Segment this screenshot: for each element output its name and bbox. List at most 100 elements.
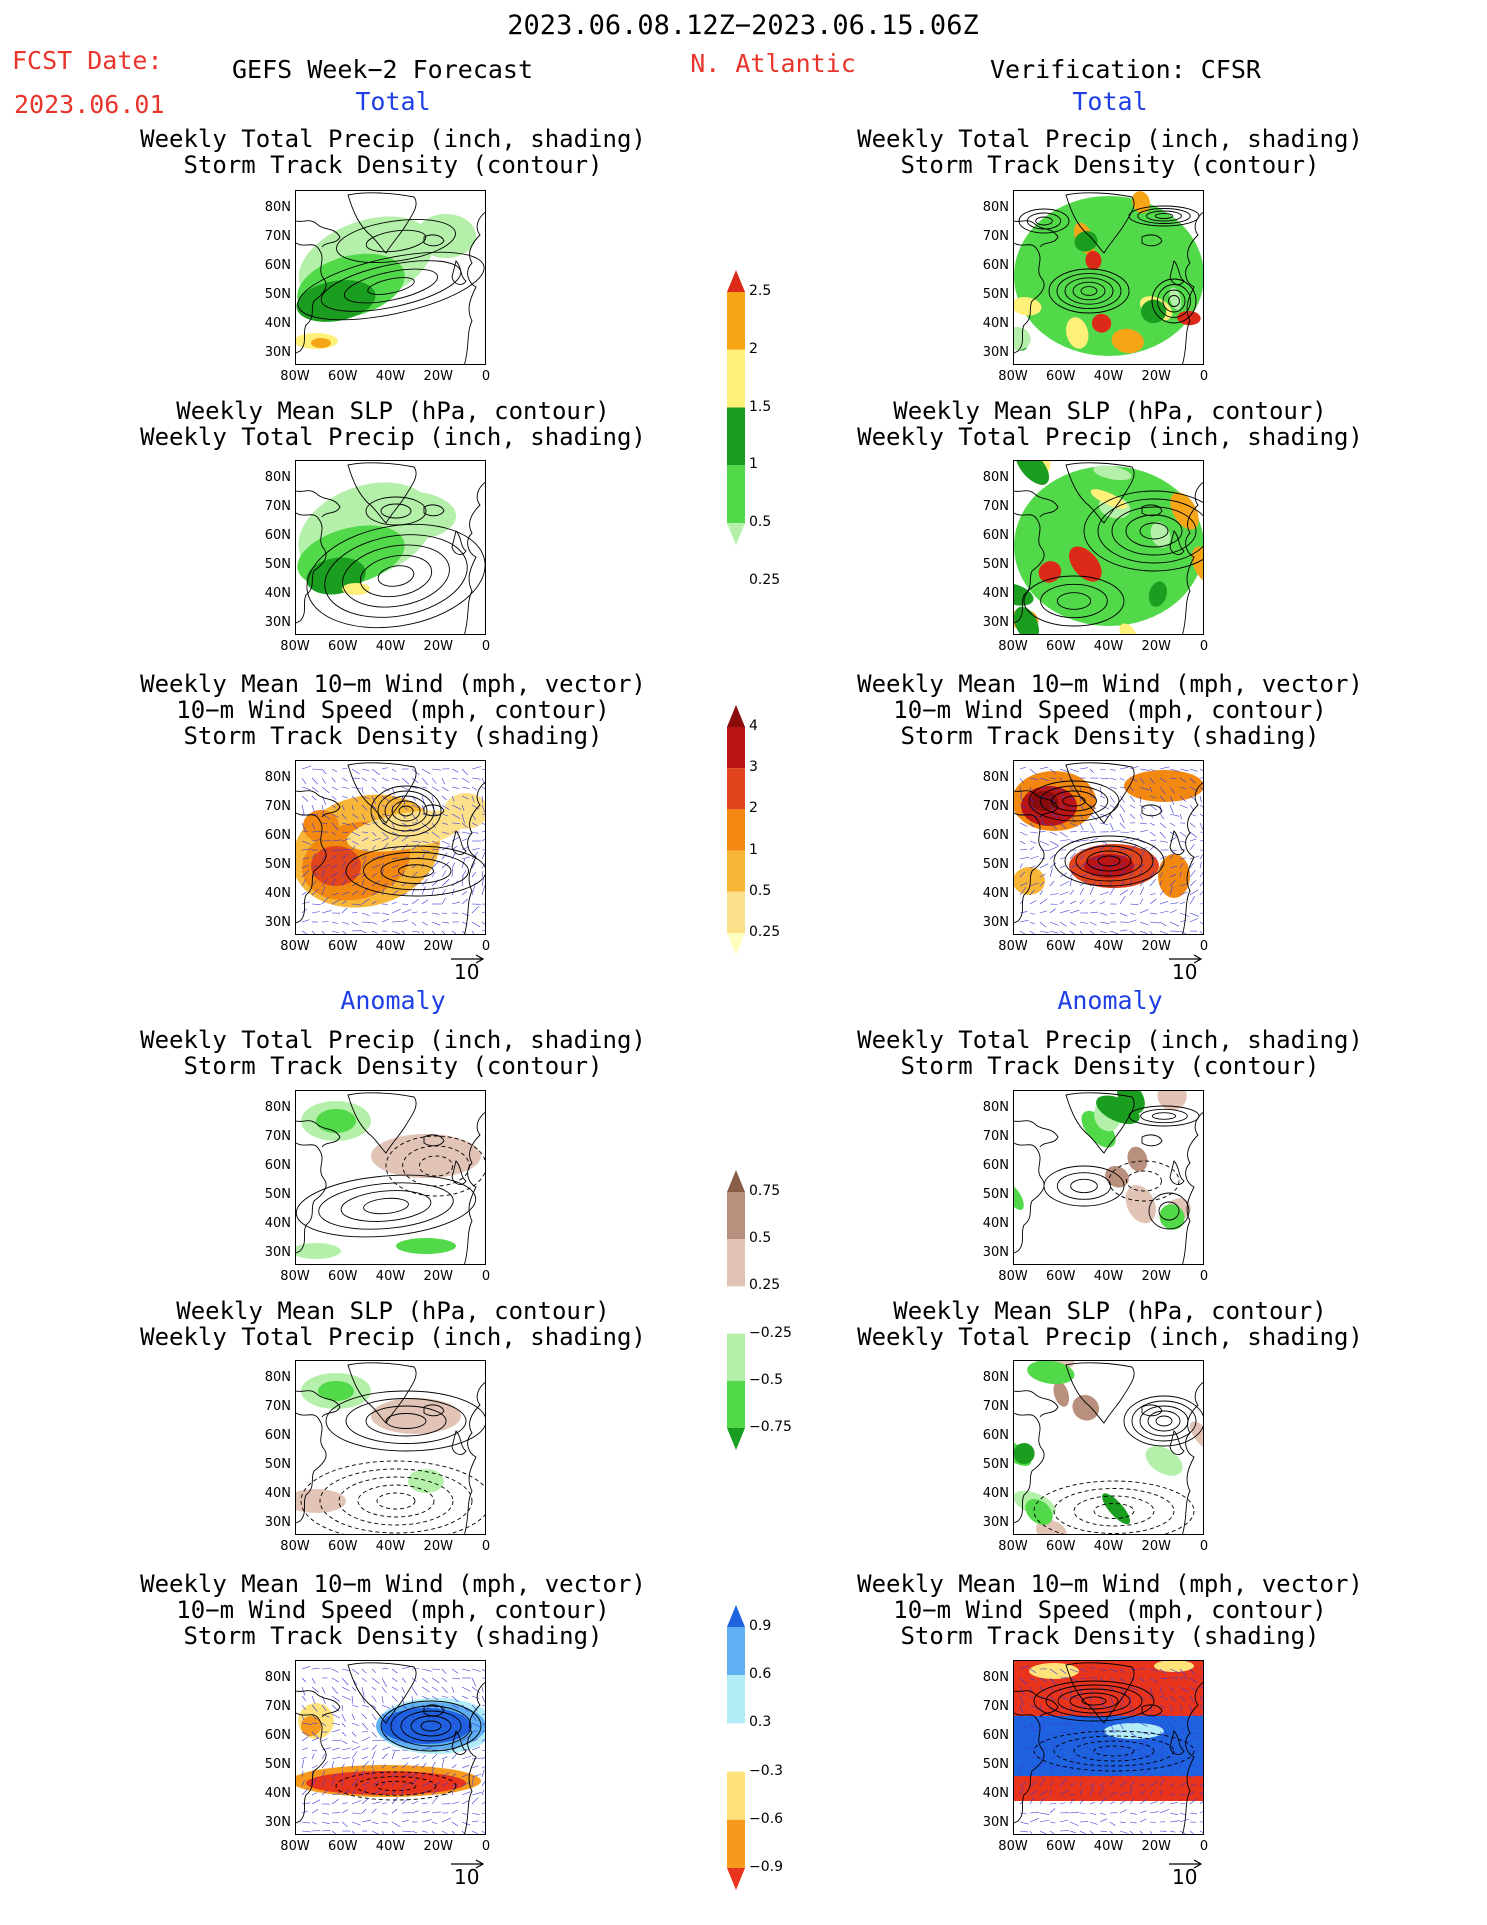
wind-vector [441, 1772, 450, 1778]
wind-vector [1179, 1695, 1186, 1702]
contour-line [1033, 1730, 1195, 1772]
wind-vector [1059, 1789, 1069, 1796]
wind-vector [301, 786, 311, 790]
wind-vector [371, 1731, 377, 1738]
wind-vector [311, 1737, 319, 1742]
greenland-coast [347, 462, 417, 524]
iceland-coast [423, 504, 445, 517]
wind-vector [421, 886, 426, 896]
wind-vector [1189, 862, 1194, 869]
wind-vector [1149, 930, 1153, 934]
wind-vector [1189, 912, 1199, 917]
wind-vector [471, 1792, 482, 1796]
wind-vector [341, 1686, 350, 1692]
wind-vector [1119, 795, 1125, 803]
wind-vector [1109, 886, 1115, 896]
lon-tick-label: 40W [375, 1539, 406, 1554]
lat-tick-label: 70N [982, 499, 1009, 514]
coastline [296, 490, 341, 518]
wind-vector [1109, 878, 1114, 887]
contour-line [1053, 835, 1165, 887]
wind-vector [1199, 822, 1203, 831]
wind-vector [1019, 863, 1023, 869]
wind-vector [1169, 831, 1178, 837]
wind-vector [441, 1695, 449, 1699]
wind-vector [1029, 1797, 1035, 1805]
wind-vector [351, 1778, 359, 1787]
wind-vector [471, 1695, 480, 1700]
wind-vector [391, 768, 397, 773]
wind-vector [421, 1668, 432, 1672]
lat-tick-label: 70N [264, 1129, 291, 1144]
wind-vector [421, 1704, 431, 1710]
wind-vector [1019, 1812, 1027, 1815]
shading-area [1189, 1421, 1203, 1453]
wind-vector [381, 1764, 386, 1769]
colorbar-segment [727, 1868, 745, 1890]
wind-vector [431, 1695, 438, 1701]
coastline [1014, 220, 1059, 248]
wind-vector [471, 1730, 478, 1733]
wind-vector [371, 768, 380, 776]
wind-vector [441, 1782, 449, 1787]
wind-vector [361, 1722, 369, 1731]
wind-vector [421, 849, 430, 853]
wind-vector [401, 1830, 412, 1833]
wind-vector [1129, 864, 1138, 869]
wind-vector [1089, 1812, 1097, 1816]
wind-vector [1039, 921, 1047, 928]
wind-vector [1109, 1738, 1115, 1742]
wind-vector [401, 893, 407, 896]
wind-vector [421, 1747, 432, 1751]
contour-line [1162, 289, 1186, 313]
wind-vector [351, 813, 359, 819]
lon-tick-label: 60W [1046, 1269, 1076, 1284]
wind-vector [331, 1695, 340, 1702]
wind-vector [421, 804, 424, 810]
wind-vector [471, 1677, 477, 1687]
wind-vector [1159, 921, 1167, 927]
wind-vector [411, 840, 422, 843]
wind-vector [391, 930, 400, 934]
wind-vector [351, 777, 360, 779]
wind-vector [321, 840, 331, 842]
wind-vector [1089, 813, 1098, 821]
wind-vector [1079, 1788, 1083, 1796]
lon-tick-label: 0 [481, 1839, 491, 1854]
wind-vector [341, 1790, 350, 1796]
wind-vector [1049, 1765, 1059, 1769]
wind-vector [371, 1677, 380, 1684]
wind-vector [1079, 1764, 1088, 1769]
wind-vector [1019, 1704, 1023, 1713]
coastline [464, 1111, 485, 1264]
contour-line [398, 805, 414, 817]
wind-vector [351, 795, 359, 802]
wind-vector [311, 1770, 314, 1778]
contour-line [1125, 514, 1183, 548]
anom-slp_precip-map-obs [1013, 1360, 1204, 1535]
wind-vector [451, 1686, 455, 1693]
wind-vector [411, 864, 417, 869]
wind-vector [1129, 777, 1138, 782]
wind-vector [471, 1797, 479, 1805]
colorbar-level-label: 0.75 [749, 1183, 781, 1199]
lon-tick-label: 40W [1093, 1539, 1124, 1554]
wind-vector [301, 1731, 310, 1737]
wind-vector [1169, 836, 1177, 842]
wind-vector [401, 856, 409, 860]
wind-vector [1169, 768, 1180, 772]
wind-vector [1189, 1791, 1195, 1796]
wind-vector [1069, 900, 1076, 905]
wind-vector [1189, 1668, 1196, 1675]
panel-title: Weekly Total Precip (inch, shading) Storm… [857, 126, 1363, 178]
lon-tick-label: 20W [423, 369, 453, 384]
wind-vector [471, 822, 478, 826]
colorbar-level-label: 2 [749, 800, 758, 817]
iceland-coast [423, 1134, 445, 1147]
wind-vector [341, 879, 347, 887]
wind-vector [421, 878, 428, 887]
wind-vector [1059, 804, 1065, 809]
wind-vector [1029, 1695, 1036, 1699]
wind-vector [1039, 898, 1048, 905]
wind-vector [441, 795, 447, 801]
